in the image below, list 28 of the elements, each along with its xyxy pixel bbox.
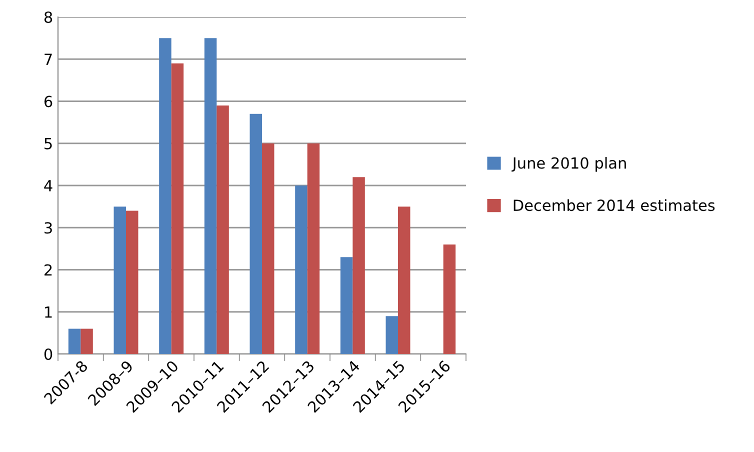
y-tick-label: 0 bbox=[44, 348, 52, 360]
bar bbox=[159, 38, 172, 354]
bar bbox=[204, 38, 217, 354]
bar bbox=[307, 143, 320, 354]
bar bbox=[398, 206, 410, 354]
bar bbox=[114, 206, 126, 354]
bar bbox=[295, 186, 308, 354]
bar bbox=[80, 328, 93, 354]
y-tick-label: 1 bbox=[45, 306, 52, 318]
bar bbox=[250, 114, 262, 354]
bar bbox=[443, 244, 456, 354]
legend-label: December 2014 estimates bbox=[514, 199, 715, 212]
y-tick-label: 3 bbox=[44, 222, 52, 234]
bar bbox=[216, 105, 229, 354]
y-tick-label: 6 bbox=[44, 96, 52, 108]
y-tick-label: 5 bbox=[44, 138, 52, 150]
bar bbox=[352, 177, 365, 354]
bar bbox=[340, 257, 353, 354]
bar bbox=[262, 143, 274, 354]
y-tick-label: 8 bbox=[44, 11, 52, 24]
y-tick-label: 4 bbox=[44, 180, 52, 192]
y-tick-label: 7 bbox=[44, 54, 52, 65]
y-tick-label: 2 bbox=[44, 264, 52, 276]
bar bbox=[126, 210, 138, 354]
bar bbox=[68, 328, 81, 354]
legend-label: June 2010 plan bbox=[512, 156, 626, 172]
bar bbox=[171, 63, 184, 354]
bar bbox=[386, 316, 398, 354]
